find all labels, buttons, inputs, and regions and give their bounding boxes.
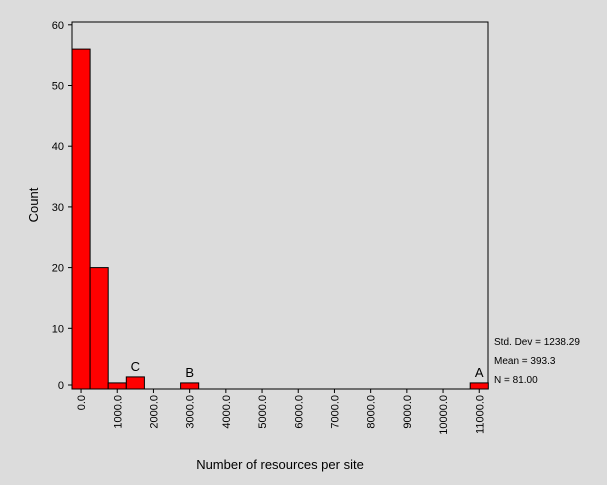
- annotation-label: B: [185, 365, 194, 380]
- y-tick-label: 20: [52, 263, 64, 275]
- x-tick-label: 11000.0: [474, 395, 486, 434]
- x-tick-label: 3000.0: [185, 395, 197, 429]
- y-tick-label: 50: [52, 81, 64, 93]
- x-tick-label: 7000.0: [329, 395, 341, 429]
- histogram-bar: [469, 382, 489, 390]
- y-tick-label: 60: [52, 20, 64, 32]
- x-tick-label: 9000.0: [402, 395, 414, 429]
- bars-group: [71, 48, 489, 390]
- y-tick-label: 10: [52, 323, 64, 335]
- x-tick-label: 10000.0: [438, 395, 450, 435]
- y-axis-label: Count: [26, 187, 41, 222]
- plot-area-frame: [71, 21, 489, 390]
- stats-std-dev: Std. Dev = 1238.29: [494, 337, 580, 348]
- stats-mean: Mean = 393.3: [494, 356, 556, 367]
- histogram-bar: [107, 382, 127, 390]
- stats-n: N = 81.00: [494, 375, 538, 386]
- y-tick-label: 0: [58, 380, 64, 392]
- x-axis-label: Number of resources per site: [196, 457, 364, 472]
- annotation-label: A: [475, 365, 484, 380]
- x-tick-label: 4000.0: [221, 395, 233, 429]
- y-ticks-group: 0 10 20 30 40 50 60: [52, 20, 72, 392]
- histogram-bar: [89, 267, 109, 390]
- histogram-bar: [180, 382, 200, 390]
- x-tick-label: 6000.0: [293, 395, 305, 429]
- y-tick-label: 40: [52, 141, 64, 153]
- x-tick-label: 1000.0: [112, 395, 124, 429]
- x-ticks-group: 0.0 1000.0 2000.0 3000.0 4000.0 5000.0 6000.0 7…: [76, 389, 486, 435]
- histogram-bar: [71, 48, 91, 390]
- annotation-label: C: [131, 359, 140, 374]
- histogram-bar: [125, 376, 145, 390]
- y-tick-label: 30: [52, 202, 64, 214]
- x-tick-label: 2000.0: [148, 395, 160, 429]
- x-tick-label: 0.0: [76, 395, 88, 410]
- x-tick-label: 5000.0: [257, 395, 269, 429]
- x-tick-label: 8000.0: [366, 395, 378, 429]
